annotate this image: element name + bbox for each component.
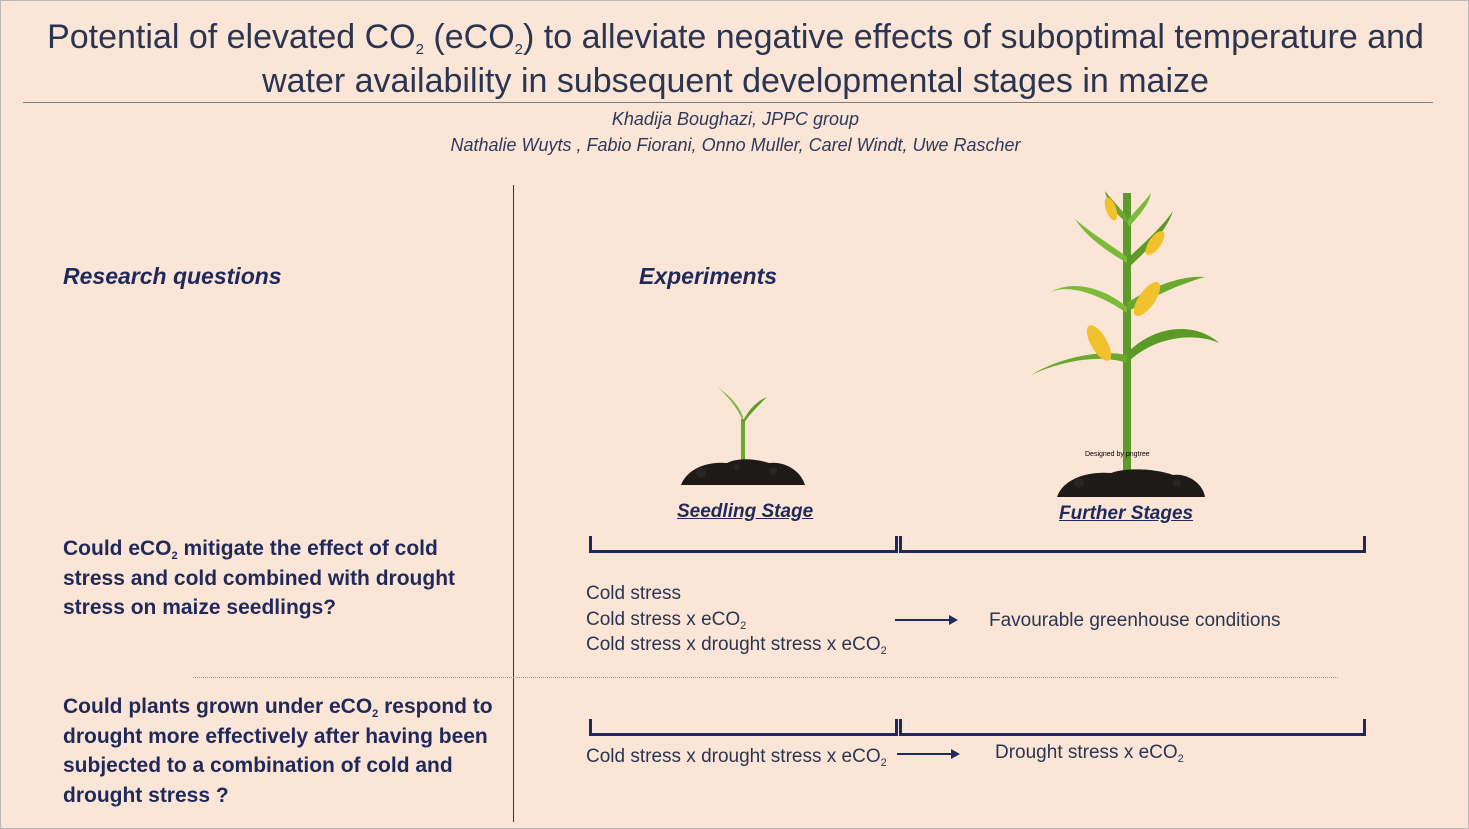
- further-bracket: [899, 536, 1366, 553]
- experiment-cold-eco2: Cold stress x eCO2: [586, 609, 747, 632]
- row-divider: [193, 677, 1338, 678]
- experiment-drought-eco2: Drought stress x eCO2: [995, 742, 1184, 765]
- image-watermark: Designed by pngtree: [1085, 451, 1150, 458]
- maize-plant-image: [1027, 183, 1227, 503]
- author-primary: Khadija Boughazi, JPPC group: [611, 109, 860, 129]
- seedling-bracket: [589, 536, 898, 553]
- column-divider: [513, 185, 514, 822]
- seedling-stage-label: Seedling Stage: [677, 501, 814, 522]
- experiment-cold-stress: Cold stress: [586, 583, 682, 604]
- research-question-2: Could plants grown under eCO2 respond to…: [63, 695, 493, 807]
- research-question-1: Could eCO2 mitigate the effect of cold s…: [63, 537, 456, 619]
- title-divider: [23, 102, 1433, 103]
- further-bracket-2: [899, 719, 1366, 736]
- title-line-2: water availability in subsequent develop…: [262, 62, 1209, 100]
- arrow-icon-2: [897, 746, 961, 762]
- experiment-cold-drought-eco2-row2: Cold stress x drought stress x eCO2: [586, 746, 887, 769]
- arrow-icon: [895, 612, 959, 628]
- seedling-image: [677, 381, 809, 491]
- research-questions-heading: Research questions: [63, 263, 282, 289]
- experiment-greenhouse-conditions: Favourable greenhouse conditions: [989, 610, 1281, 631]
- author-coauthors: Nathalie Wuyts , Fabio Fiorani, Onno Mul…: [450, 135, 1021, 155]
- further-stages-label: Further Stages: [1059, 503, 1194, 524]
- experiments-heading: Experiments: [639, 263, 778, 289]
- experiment-cold-drought-eco2: Cold stress x drought stress x eCO2: [586, 634, 887, 657]
- title-line-1: Potential of elevated CO2 (eCO2) to alle…: [47, 18, 1424, 58]
- seedling-bracket-2: [589, 719, 898, 736]
- slide-title: Potential of elevated CO2 (eCO2) to alle…: [1, 15, 1468, 103]
